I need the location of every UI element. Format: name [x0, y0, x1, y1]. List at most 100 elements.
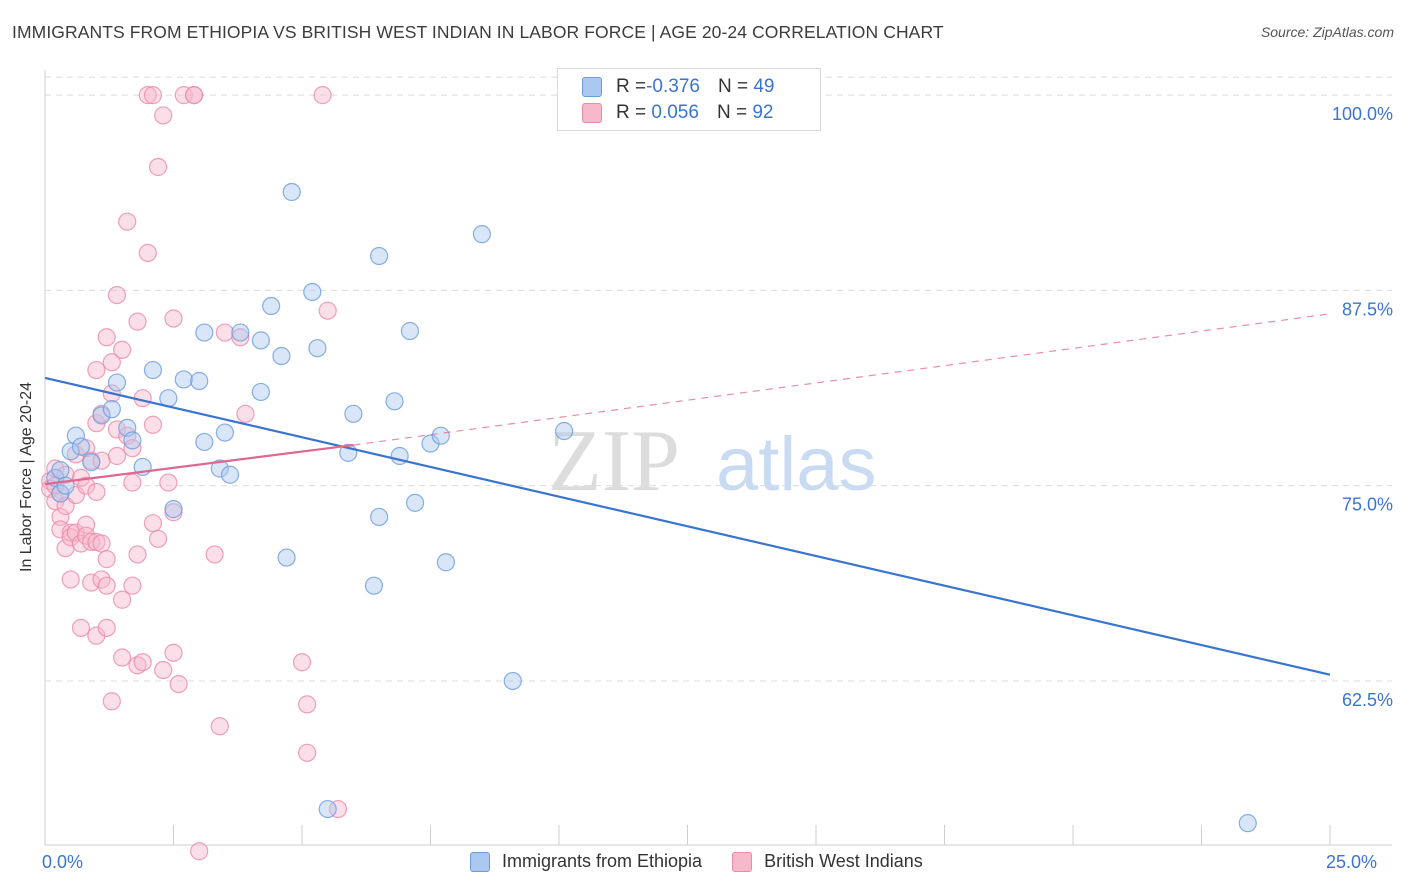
ethiopia-point	[190, 371, 209, 391]
ethiopia-point	[1238, 814, 1257, 833]
y-tick-label: 75.0%	[1342, 495, 1393, 515]
bwi-point	[107, 285, 127, 305]
bwi-point	[123, 576, 142, 595]
ethiopia-point	[210, 459, 229, 478]
bwi-point	[164, 643, 183, 662]
gridlines	[45, 76, 1392, 682]
ethiopia-point	[143, 360, 163, 380]
bwi-point	[97, 550, 116, 569]
ethiopia-point	[385, 392, 404, 411]
bwi-point	[184, 86, 204, 105]
y-tick-label: 62.5%	[1342, 690, 1393, 710]
bwi-point	[128, 312, 147, 331]
bwi-point	[236, 404, 255, 423]
bwi-point	[112, 590, 132, 609]
bwi-point	[82, 573, 101, 592]
legend-row-bwi: R = 0.056 N = 92	[582, 100, 773, 126]
ethiopia-point	[231, 323, 250, 342]
ethiopia-point	[251, 331, 270, 350]
bwi-trend-line	[44, 443, 354, 486]
r-label: R =	[616, 76, 647, 97]
bwi-point	[148, 529, 168, 548]
bwi-point	[318, 301, 337, 320]
bwi-point	[298, 743, 317, 762]
bwi-point	[97, 576, 116, 595]
y-tick-label: 100.0%	[1332, 104, 1393, 124]
ethiopia-point	[174, 370, 193, 389]
watermark-atlas: atlas	[716, 422, 877, 507]
ethiopia-point	[195, 432, 214, 452]
bwi-point	[143, 86, 163, 105]
ethiopia-point	[66, 426, 85, 445]
n-value: 92	[752, 102, 774, 123]
n-label: N =	[717, 76, 754, 97]
y-axis-label: In Labor Force | Age 20-24	[18, 381, 35, 572]
n-label: N =	[716, 102, 753, 123]
ethiopia-point	[82, 453, 101, 472]
ethiopia-point	[370, 246, 389, 266]
bwi-point	[143, 415, 163, 434]
ethiopia-point	[400, 321, 420, 341]
chart-title: IMMIGRANTS FROM ETHIOPIA VS BRITISH WEST…	[12, 22, 944, 42]
ethiopia-points	[46, 182, 1257, 833]
legend-item-bwi: British West Indians	[732, 851, 923, 872]
ethiopia-point	[262, 296, 281, 316]
bwi-point	[112, 648, 132, 667]
y-tick-label: 87.5%	[1342, 299, 1393, 319]
ethiopia-point	[215, 423, 234, 442]
ethiopia-point	[272, 346, 291, 366]
ethiopia-point	[436, 553, 456, 572]
watermark-zip: ZIP	[548, 413, 680, 510]
ethiopia-point	[370, 507, 389, 527]
series-legend: Immigrants from Ethiopia British West In…	[470, 851, 953, 872]
bwi-point	[215, 323, 234, 342]
ethiopia-point	[303, 282, 322, 302]
ethiopia-trend-line	[44, 376, 1331, 676]
bwi-point	[118, 212, 137, 231]
bwi-point	[133, 653, 152, 672]
ethiopia-swatch	[470, 851, 490, 872]
bwi-point	[313, 86, 332, 105]
source-label: Source: ZipAtlas.com	[1260, 24, 1394, 40]
bwi-point	[169, 674, 188, 694]
bwi-point	[143, 514, 163, 533]
ethiopia-point	[364, 576, 384, 595]
bwi-point	[71, 618, 91, 637]
ethiopia-point	[431, 426, 450, 445]
bwi-point	[190, 842, 209, 861]
ethiopia-point	[277, 548, 296, 567]
legend-item-ethiopia: Immigrants from Ethiopia	[470, 851, 702, 872]
ethiopia-point	[555, 421, 574, 441]
bwi-point	[128, 656, 147, 675]
bwi-point	[97, 618, 116, 637]
bwi-point	[102, 692, 121, 711]
trend-lines	[44, 313, 1331, 676]
bwi-point	[174, 86, 193, 105]
ethiopia-point	[251, 382, 270, 402]
ethiopia-point	[472, 225, 491, 244]
bwi-swatch	[582, 103, 602, 123]
bwi-point	[102, 353, 121, 372]
british-west-indians-points	[41, 86, 348, 861]
bwi-trend-extension	[353, 313, 1331, 446]
bwi-point	[77, 476, 96, 495]
bwi-point	[128, 545, 147, 564]
bwi-point	[51, 507, 70, 527]
ethiopia-point	[102, 400, 121, 419]
bwi-point	[298, 695, 317, 714]
ethiopia-point	[92, 406, 111, 425]
x-tick-min: 0.0%	[42, 852, 84, 872]
bwi-point	[159, 473, 178, 492]
bwi-point	[164, 309, 183, 328]
y-tick-labels: 62.5% 75.0% 87.5% 100.0%	[1332, 104, 1393, 710]
bwi-point	[138, 86, 157, 105]
ethiopia-point	[51, 460, 70, 480]
bwi-point	[87, 360, 106, 380]
legend-row-ethiopia: R = -0.376 N = 49	[582, 74, 775, 100]
ethiopia-point	[318, 799, 337, 819]
bwi-point	[107, 446, 127, 466]
n-value: 49	[753, 76, 775, 97]
r-label: R =	[616, 102, 647, 123]
ethiopia-swatch	[582, 77, 602, 97]
bwi-point	[97, 328, 116, 347]
